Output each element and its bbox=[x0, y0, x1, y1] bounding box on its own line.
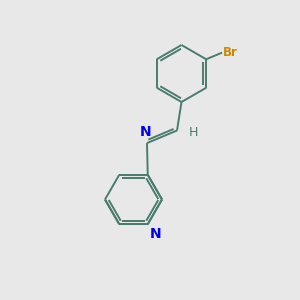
Text: N: N bbox=[150, 226, 162, 241]
Text: H: H bbox=[188, 125, 198, 139]
Text: N: N bbox=[140, 125, 151, 140]
Text: Br: Br bbox=[223, 46, 238, 59]
